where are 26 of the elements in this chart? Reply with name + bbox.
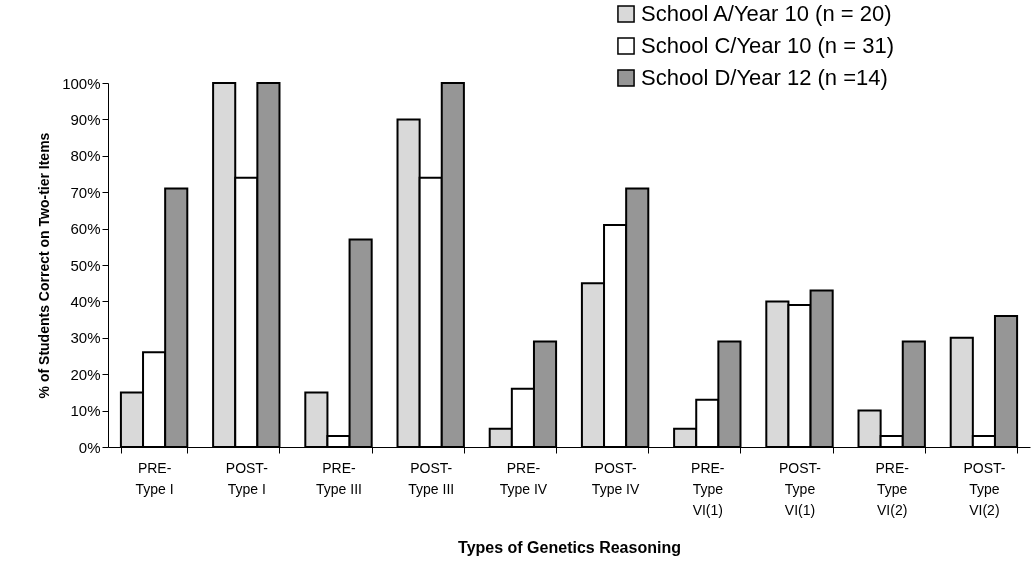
x-tick-label: PRE- Type VI(1) <box>691 459 725 518</box>
x-tick-label: POST- Type VI(2) <box>963 459 1006 518</box>
x-axis-title: Types of Genetics Reasoning <box>458 538 681 556</box>
y-tick-label: 30% <box>70 329 101 347</box>
legend-label: School C/Year 10 (n = 31) <box>641 33 894 58</box>
x-tick-label: PRE- Type IV <box>499 459 548 497</box>
y-tick-label: 40% <box>70 292 101 310</box>
x-tick-label: POST- Type I <box>225 459 269 497</box>
x-tick-label: PRE- Type I <box>135 459 174 497</box>
y-tick-label: 10% <box>70 402 101 420</box>
y-tick-label: 50% <box>70 256 101 274</box>
y-tick-label: 90% <box>70 110 101 128</box>
y-axis-title: % of Students Correct on Two-tier Items <box>36 132 53 399</box>
x-tick-label: POST- Type III <box>408 459 455 497</box>
legend-label: School D/Year 12 (n =14) <box>641 65 888 90</box>
x-tick-label: POST- Type IV <box>591 459 640 497</box>
y-tick-label: 0% <box>78 438 101 456</box>
y-tick-label: 20% <box>70 365 101 383</box>
legend-label: School A/Year 10 (n = 20) <box>641 1 892 26</box>
y-tick-label: 100% <box>62 74 101 92</box>
y-tick-label: 80% <box>70 147 101 165</box>
y-tick-label: 60% <box>70 220 101 238</box>
y-tick-label: 70% <box>70 183 101 201</box>
x-tick-label: POST- Type VI(1) <box>778 459 822 518</box>
x-tick-label: PRE- Type III <box>316 459 362 497</box>
x-tick-label: PRE- Type VI(2) <box>875 459 910 518</box>
